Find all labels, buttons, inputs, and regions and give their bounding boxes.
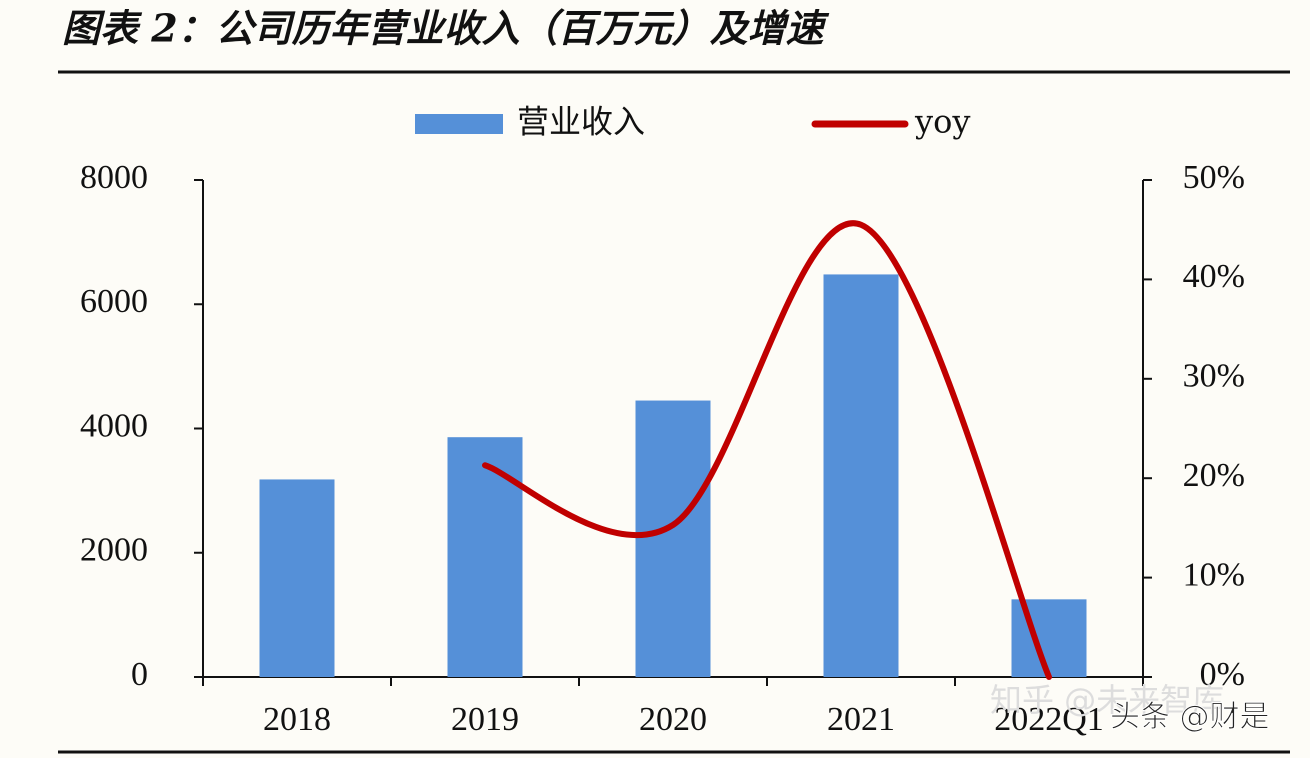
x-tick-label: 2020	[639, 701, 707, 738]
x-tick-label: 2022Q1	[994, 701, 1104, 738]
watermark: 知乎 @未来智库	[990, 681, 1224, 719]
legend-swatch	[415, 114, 503, 134]
x-tick-label: 2019	[451, 701, 519, 738]
y2-tick-label: 40%	[1183, 258, 1245, 295]
y-tick-label: 0	[131, 656, 148, 693]
y2-tick-label: 30%	[1183, 358, 1245, 395]
x-tick-label: 2021	[827, 701, 895, 738]
legend-label: 营业收入	[517, 103, 645, 141]
bar	[635, 400, 711, 677]
bar	[1011, 599, 1087, 677]
bar	[823, 274, 899, 677]
line	[482, 220, 1052, 680]
y2-tick-label: 10%	[1183, 556, 1245, 593]
legend-label: yoy	[914, 103, 970, 141]
y2-tick-label: 50%	[1183, 159, 1245, 196]
x-tick-label: 2018	[263, 701, 331, 738]
y2-tick-label: 0%	[1200, 656, 1245, 693]
y-tick-label: 2000	[80, 532, 148, 569]
bar	[259, 479, 335, 677]
y-tick-label: 4000	[80, 407, 148, 444]
y2-tick-label: 20%	[1183, 457, 1245, 494]
y-tick-label: 6000	[80, 283, 148, 320]
bar	[447, 437, 523, 677]
watermark: 头条 @财是	[1110, 700, 1270, 735]
chart-title: 图表 2：公司历年营业收入（百万元）及增速	[62, 6, 830, 51]
y-tick-label: 8000	[80, 159, 148, 196]
